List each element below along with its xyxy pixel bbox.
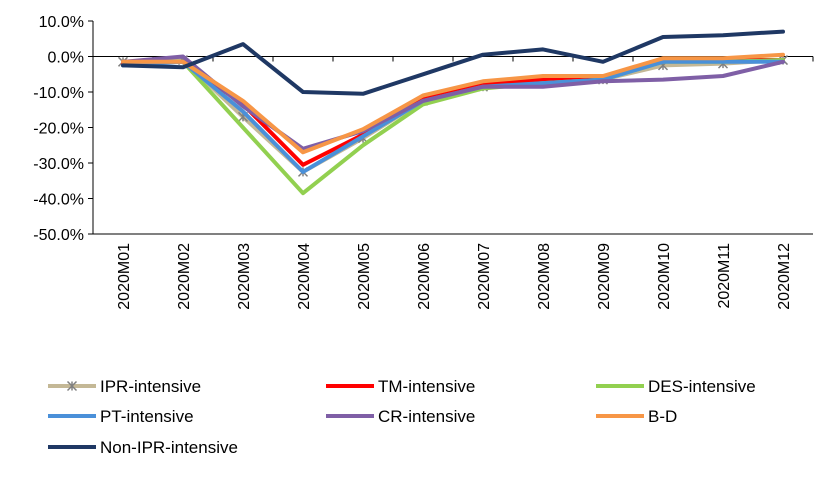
x-tick-label: 2020M02 bbox=[176, 243, 193, 310]
x-tick-label: 2020M11 bbox=[716, 243, 733, 309]
x-axis: 2020M01 2020M02 2020M03 2020M04 2020M05 2020M… bbox=[92, 56, 814, 310]
legend-label: Non-IPR-intensive bbox=[100, 438, 238, 457]
legend-label: TM-intensive bbox=[378, 377, 475, 396]
legend: IPR-intensive TM-intensive DES-intensive PT… bbox=[48, 377, 756, 457]
y-tick-label: 10.0% bbox=[39, 14, 84, 31]
x-tick-label: 2020M01 bbox=[116, 243, 133, 310]
legend-label: DES-intensive bbox=[648, 377, 756, 396]
series-layer bbox=[117, 29, 789, 196]
legend-item: CR-intensive bbox=[326, 407, 475, 426]
legend-label: PT-intensive bbox=[100, 407, 194, 426]
x-tick-label: 2020M10 bbox=[656, 243, 673, 310]
x-tick-label: 2020M09 bbox=[596, 243, 613, 310]
y-tick-label: -10.0% bbox=[33, 85, 84, 102]
x-tick-label: 2020M07 bbox=[476, 243, 493, 310]
legend-item: Non-IPR-intensive bbox=[48, 438, 238, 457]
legend-item: TM-intensive bbox=[326, 377, 475, 396]
series-line-cr-intensive bbox=[121, 54, 785, 151]
y-axis: 10.0% 0.0% -10.0% -20.0% -30.0% -40.0% -50.0% bbox=[33, 14, 94, 244]
x-tick-label: 2020M04 bbox=[296, 243, 313, 310]
legend-item: IPR-intensive bbox=[48, 377, 201, 396]
legend-item: B-D bbox=[596, 407, 677, 426]
x-tick-label: 2020M03 bbox=[236, 243, 253, 310]
x-tick-label: 2020M05 bbox=[356, 243, 373, 310]
legend-label: CR-intensive bbox=[378, 407, 475, 426]
legend-item: PT-intensive bbox=[48, 407, 194, 426]
series-line-b-d bbox=[121, 52, 785, 155]
x-tick-label: 2020M08 bbox=[536, 243, 553, 310]
legend-label: B-D bbox=[648, 407, 677, 426]
series-line-non-ipr-intensive bbox=[121, 29, 785, 96]
x-tick-label: 2020M06 bbox=[416, 243, 433, 310]
legend-label: IPR-intensive bbox=[100, 377, 201, 396]
y-tick-label: 0.0% bbox=[48, 50, 84, 67]
y-tick-label: -20.0% bbox=[33, 121, 84, 138]
legend-item: DES-intensive bbox=[596, 377, 756, 396]
y-tick-label: -30.0% bbox=[33, 156, 84, 173]
y-tick-label: -40.0% bbox=[33, 192, 84, 209]
x-tick-label: 2020M12 bbox=[776, 243, 793, 310]
series-line-tm-intensive bbox=[121, 58, 785, 167]
y-tick-label: -50.0% bbox=[33, 227, 84, 244]
